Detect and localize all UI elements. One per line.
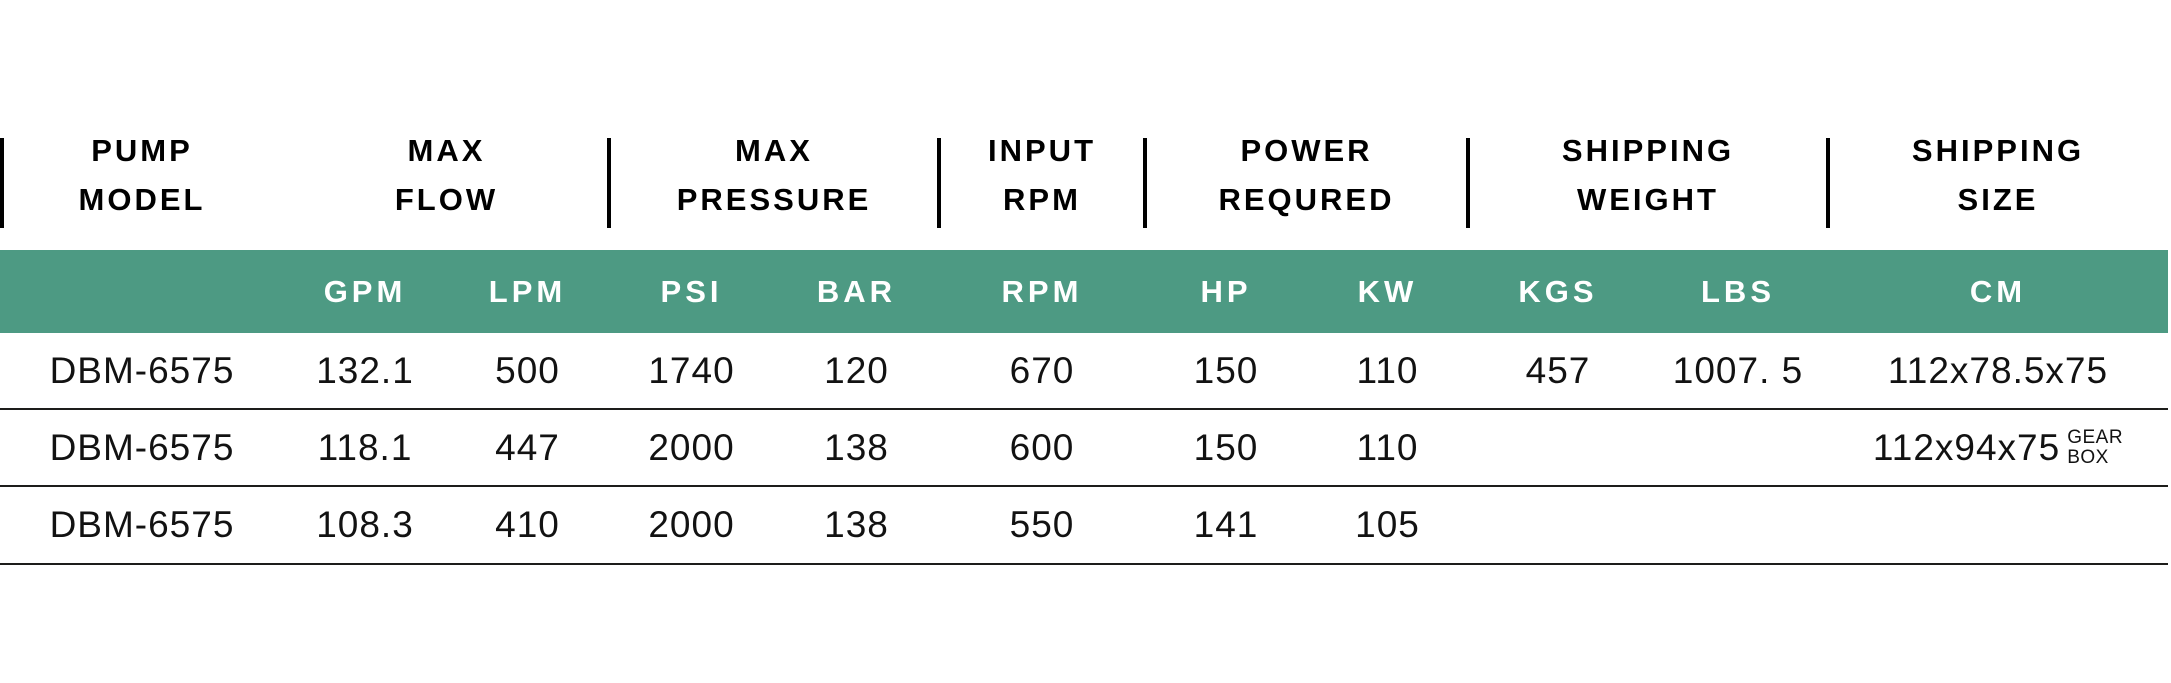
cell-gpm: 118.1 (317, 426, 413, 468)
cell-rpm: 600 (1009, 426, 1075, 468)
header-line: FLOW (394, 182, 499, 217)
header-line: MODEL (78, 182, 206, 217)
header-line: WEIGHT (1577, 182, 1719, 217)
cell-lbs: 1007. 5 (1672, 349, 1804, 391)
data-rows: DBM-6575 132.1 500 1740 120 670 150 110 … (0, 333, 2168, 565)
cell-lpm: 500 (495, 349, 560, 391)
header-divider (937, 138, 941, 228)
header-line: PRESSURE (676, 182, 872, 217)
cell-gpm: 108.3 (316, 504, 414, 545)
cell-lpm: 447 (495, 426, 560, 468)
cell-pump-model: DBM-6575 (49, 349, 235, 391)
header-divider (1466, 138, 1470, 228)
unit-cell-kw: KW (1357, 273, 1418, 309)
header-divider (0, 138, 4, 228)
size-value: 112x94x75 (1872, 426, 2061, 468)
header-group-pump-model: PUMP MODEL (0, 100, 284, 250)
header-divider (607, 138, 611, 228)
cell-pump-model: DBM-6575 (49, 504, 235, 545)
header-row: PUMP MODEL MAX FLOW MAX PRESSURE INPUT R… (0, 100, 2168, 250)
units-row: GPM LPM PSI BAR RPM HP KW KGS LBS CM (0, 250, 2168, 333)
cell-shipping-size: 112x94x75 GEAR BOX (1873, 427, 2123, 469)
cell-gpm: 132.1 (316, 349, 414, 391)
header-line: INPUT (988, 133, 1096, 168)
header-line: MAX (735, 133, 813, 168)
header-line: SHIPPING (1911, 133, 2085, 168)
cell-kw: 105 (1355, 504, 1420, 545)
cell-rpm: 670 (1009, 349, 1075, 391)
unit-cell-rpm: RPM (1001, 273, 1083, 309)
unit-cell-bar: BAR (816, 273, 897, 309)
header-line: POWER (1240, 133, 1373, 168)
header-group-power-required: POWER REQURED (1145, 100, 1468, 250)
header-divider (1143, 138, 1147, 228)
header-group-max-flow: MAX FLOW (284, 100, 609, 250)
table-row: DBM-6575 132.1 500 1740 120 670 150 110 … (0, 333, 2168, 410)
cell-kgs: 457 (1525, 349, 1591, 391)
header-group-max-pressure: MAX PRESSURE (609, 100, 939, 250)
cell-psi: 2000 (648, 504, 735, 545)
cell-kw: 110 (1356, 349, 1419, 391)
cell-pump-model: DBM-6575 (49, 426, 235, 468)
unit-cell-psi: PSI (660, 273, 723, 309)
header-line: SIZE (1957, 182, 2039, 217)
cell-shipping-size: 112x78.5x75 (1887, 349, 2109, 391)
cell-psi: 2000 (648, 426, 735, 468)
cell-hp: 150 (1193, 349, 1259, 391)
cell-kw: 110 (1356, 426, 1419, 468)
unit-cell-gpm: GPM (323, 273, 407, 309)
header-line: RPM (1003, 182, 1081, 217)
unit-cell-lpm: LPM (488, 273, 567, 309)
table-row: DBM-6575 108.3 410 2000 138 550 141 105 (0, 487, 2168, 565)
table-row: DBM-6575 118.1 447 2000 138 600 150 110 … (0, 410, 2168, 487)
header-line: REQURED (1218, 182, 1395, 217)
cell-bar: 120 (824, 349, 889, 391)
header-divider (1826, 138, 1830, 228)
unit-cell-kgs: KGS (1518, 273, 1598, 309)
cell-rpm: 550 (1009, 504, 1075, 545)
unit-cell-lbs: LBS (1701, 273, 1775, 309)
cell-psi: 1740 (648, 349, 735, 391)
cell-lpm: 410 (495, 504, 560, 545)
unit-cell-cm: CM (1969, 273, 2027, 309)
cell-bar: 138 (824, 426, 889, 468)
header-group-shipping-size: SHIPPING SIZE (1828, 100, 2168, 250)
gear-box-note-line: BOX (2067, 446, 2109, 468)
header-group-shipping-weight: SHIPPING WEIGHT (1468, 100, 1828, 250)
header-line: SHIPPING (1561, 133, 1735, 168)
gear-box-note: GEAR BOX (2067, 426, 2124, 468)
cell-bar: 138 (824, 504, 889, 545)
header-line: MAX (407, 133, 486, 168)
cell-hp: 141 (1193, 504, 1259, 545)
header-line: PUMP (91, 133, 193, 168)
cell-hp: 150 (1193, 426, 1259, 468)
unit-cell-hp: HP (1200, 273, 1252, 309)
header-group-input-rpm: INPUT RPM (939, 100, 1145, 250)
gear-box-note-line: GEAR (2067, 426, 2124, 448)
